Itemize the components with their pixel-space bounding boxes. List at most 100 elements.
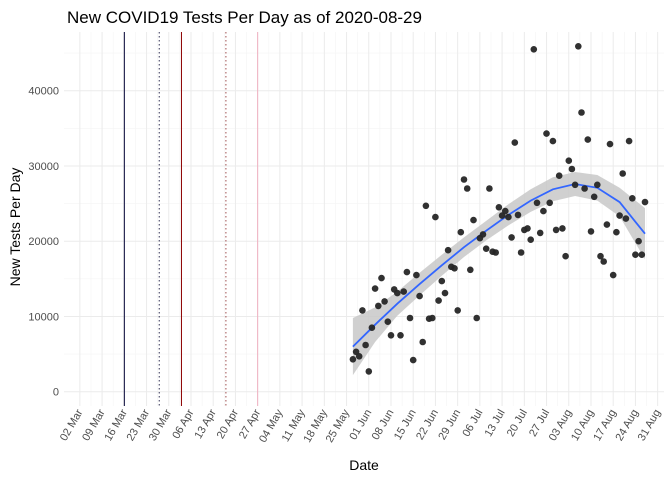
data-point [632, 251, 639, 258]
data-point [486, 185, 493, 192]
data-point [562, 252, 569, 260]
data-point [403, 268, 411, 276]
data-point [584, 136, 592, 143]
x-tick-label: 29 Jun [436, 408, 463, 443]
data-point [406, 314, 414, 322]
data-point [365, 368, 373, 375]
x-axis-label: Date [349, 457, 379, 473]
data-point [454, 307, 462, 314]
y-tick-label: 40000 [28, 86, 59, 98]
data-point [578, 109, 585, 116]
data-point [555, 172, 563, 179]
y-tick-label: 30000 [28, 161, 59, 173]
data-point [565, 157, 573, 164]
data-point [546, 199, 553, 207]
data-point [349, 356, 357, 363]
data-point [625, 137, 633, 145]
x-tick-label: 13 Jul [483, 408, 508, 439]
data-point [514, 211, 522, 219]
data-point [479, 231, 487, 238]
data-point [441, 289, 449, 297]
data-point [536, 229, 544, 237]
data-point [432, 213, 439, 221]
data-point [400, 288, 408, 295]
data-point [600, 258, 607, 265]
x-tick-label: 30 Mar [147, 407, 175, 443]
data-point [609, 271, 617, 279]
data-point [540, 207, 547, 215]
data-point [505, 213, 512, 221]
data-point [616, 212, 623, 219]
data-point [495, 204, 503, 211]
data-points [349, 43, 649, 375]
data-point [435, 297, 442, 304]
data-point [571, 181, 579, 189]
data-point [581, 185, 588, 192]
data-point [381, 298, 388, 305]
reference-lines [123, 32, 259, 406]
data-point [394, 289, 401, 297]
data-point [533, 199, 541, 207]
data-point [603, 221, 611, 228]
data-point [387, 332, 395, 339]
data-point [606, 140, 614, 148]
data-point [552, 226, 560, 234]
data-point [422, 202, 430, 210]
y-tick-label: 10000 [28, 311, 59, 323]
data-point [416, 292, 423, 300]
data-point [530, 46, 538, 53]
smooth-line [352, 183, 646, 348]
data-point [559, 225, 566, 232]
data-point [463, 185, 471, 192]
data-point [397, 332, 404, 339]
data-point [444, 246, 452, 254]
data-point [492, 249, 500, 256]
data-point [375, 302, 382, 310]
data-point [575, 43, 582, 50]
data-point [473, 314, 481, 322]
data-point [362, 341, 369, 349]
data-point [368, 324, 376, 332]
data-point [524, 225, 531, 232]
data-point [543, 130, 550, 137]
smooth-trend-line [352, 183, 646, 348]
data-point [371, 285, 379, 292]
data-point [638, 251, 646, 258]
data-point [413, 271, 420, 279]
data-point [635, 237, 642, 245]
data-point [384, 318, 392, 326]
data-point [359, 307, 366, 314]
y-axis-ticks: 0 10000 20000 30000 40000 [28, 86, 59, 399]
data-point [594, 181, 601, 189]
data-point [457, 228, 465, 236]
data-point [470, 216, 477, 224]
data-point [378, 274, 385, 282]
data-point [527, 236, 534, 243]
data-point [619, 170, 626, 177]
data-point [409, 356, 417, 364]
x-tick-label: 20 Jul [505, 408, 530, 439]
confidence-band [352, 172, 645, 376]
data-point [355, 353, 363, 360]
y-tick-label: 20000 [28, 236, 59, 248]
data-point [451, 265, 458, 272]
data-point [622, 215, 630, 222]
data-point [613, 228, 620, 236]
data-point [590, 193, 598, 201]
y-axis-label: New Tests Per Day [7, 168, 23, 287]
data-point [438, 277, 446, 285]
data-point [511, 139, 519, 146]
data-point [517, 249, 525, 256]
data-point [568, 165, 576, 173]
data-point [587, 228, 595, 235]
data-point [467, 266, 474, 274]
chart-title: New COVID19 Tests Per Day as of 2020-08-… [67, 8, 422, 27]
x-tick-label: 06 Jul [460, 408, 485, 439]
data-point [508, 234, 515, 241]
data-point [597, 252, 604, 260]
y-tick-label: 0 [53, 387, 59, 399]
data-point [641, 198, 649, 206]
data-point [419, 338, 427, 346]
